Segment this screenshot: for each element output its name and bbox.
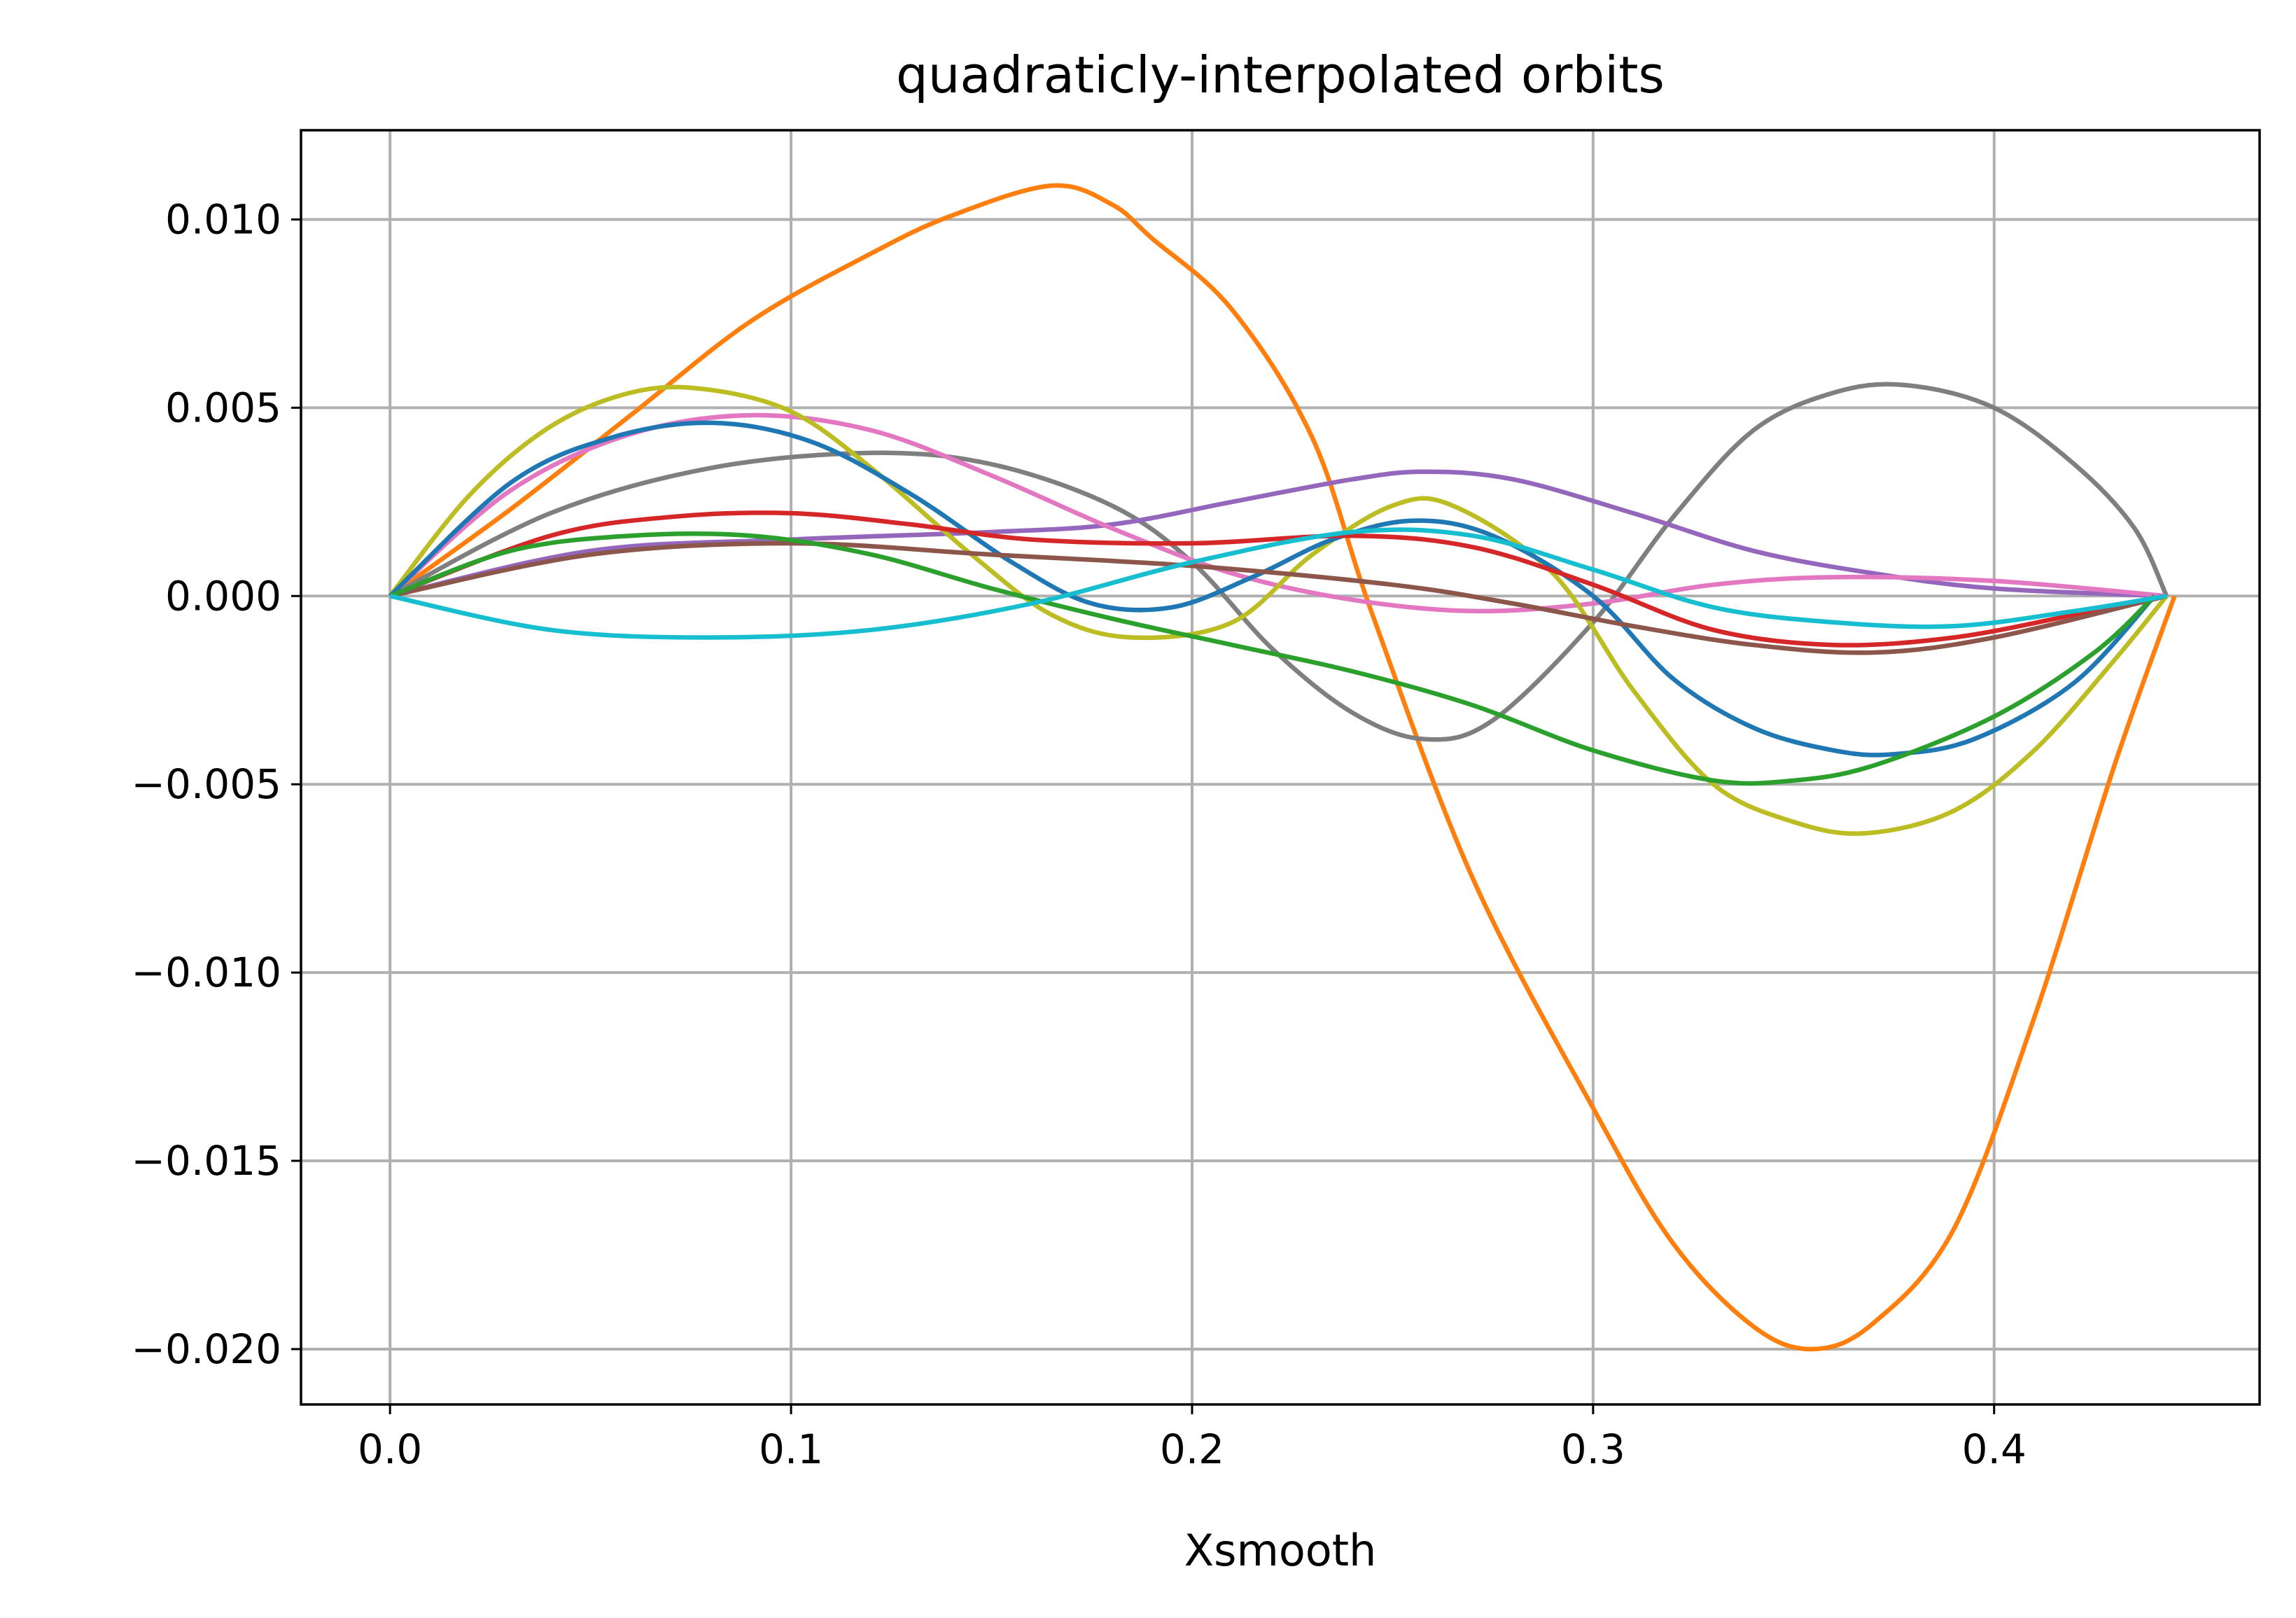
y-tick-label: −0.020 bbox=[131, 1325, 281, 1373]
series-line-9 bbox=[389, 531, 2157, 786]
x-axis-label: Xsmooth bbox=[1184, 1525, 1377, 1576]
series-line-1 bbox=[388, 183, 2177, 1352]
y-tick-label: −0.010 bbox=[131, 949, 281, 996]
y-tick-label: −0.015 bbox=[131, 1137, 281, 1185]
y-tick-label: 0.010 bbox=[165, 195, 281, 243]
grid bbox=[301, 130, 2260, 1404]
series-layer bbox=[388, 183, 2177, 1352]
y-tick-label: −0.005 bbox=[131, 760, 281, 808]
chart-title: quadraticly-interpolated orbits bbox=[896, 46, 1665, 104]
plot-frame bbox=[300, 129, 2261, 1406]
series-line-8 bbox=[389, 541, 2167, 655]
x-tick-label: 0.1 bbox=[759, 1425, 823, 1473]
axis-ticks: 0.0 0.1 0.2 0.3 0.4 0.010 0.005 0.000 −0.005 −0.0… bbox=[131, 195, 2026, 1473]
x-tick-label: 0.0 bbox=[358, 1425, 422, 1473]
y-tick-label: 0.000 bbox=[165, 572, 281, 620]
x-tick-label: 0.3 bbox=[1561, 1425, 1625, 1473]
x-tick-label: 0.4 bbox=[1962, 1425, 2026, 1473]
series-line-3 bbox=[389, 469, 2167, 599]
series-line-6 bbox=[388, 420, 2157, 758]
series-line-10 bbox=[389, 527, 2167, 640]
y-tick-label: 0.005 bbox=[165, 384, 281, 431]
x-tick-label: 0.2 bbox=[1160, 1425, 1224, 1473]
series-line-2 bbox=[388, 382, 2169, 742]
series-line-5 bbox=[388, 384, 2169, 836]
